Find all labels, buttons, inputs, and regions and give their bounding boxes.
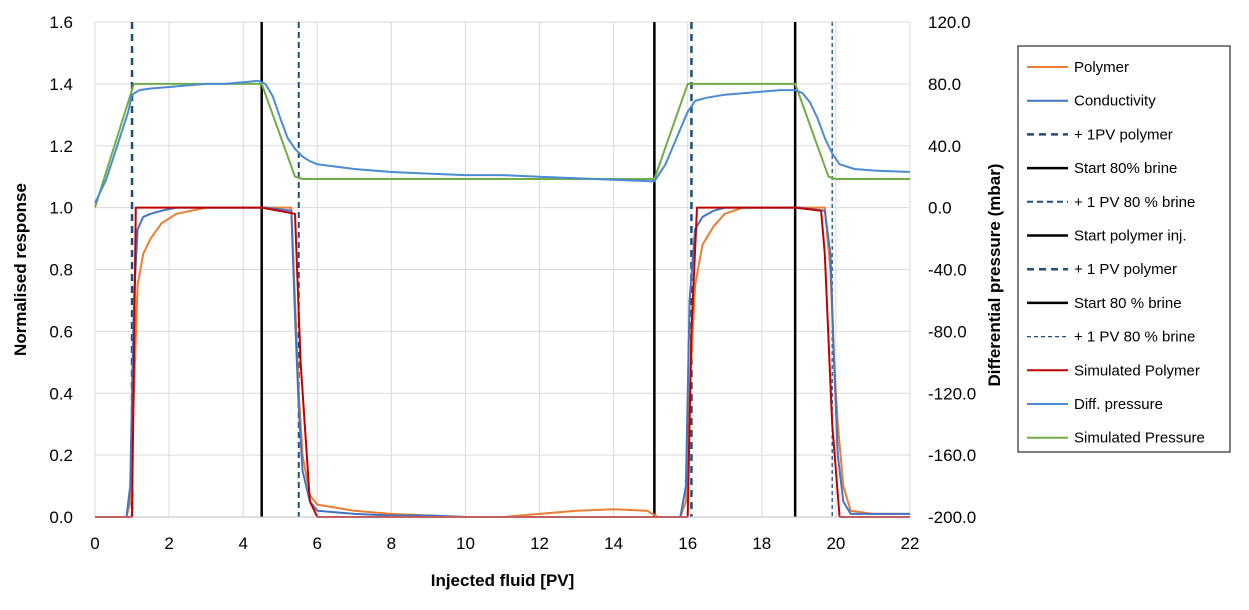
y2-tick-label: 0.0 — [928, 199, 952, 218]
x-tick-label: 22 — [901, 534, 920, 553]
x-tick-label: 12 — [530, 534, 549, 553]
y2-axis-title: Differential pressure (mbar) — [985, 164, 1004, 387]
x-tick-label: 4 — [238, 534, 247, 553]
legend-label: + 1 PV polymer — [1074, 261, 1177, 278]
y-tick-label: 1.2 — [49, 137, 73, 156]
legend-label: Simulated Pressure — [1074, 430, 1205, 447]
x-tick-label: 18 — [752, 534, 771, 553]
legend-label: Simulated Polymer — [1074, 362, 1200, 379]
y-tick-label: 0.0 — [49, 508, 73, 527]
y-tick-label: 1.4 — [49, 75, 73, 94]
y-tick-label: 0.8 — [49, 261, 73, 280]
legend-label: Start 80 % brine — [1074, 295, 1182, 312]
legend-box — [1017, 45, 1231, 453]
y2-tick-label: -160.0 — [928, 446, 976, 465]
legend-label: + 1 PV 80 % brine — [1074, 194, 1195, 211]
y2-tick-label: -40.0 — [928, 261, 967, 280]
tick-labels: 0 2 4 6 8 10 12 14 16 18 20 22 0.0 0.2 0.4 0.6 0.8 1.0 1.2… — [49, 13, 976, 553]
y2-tick-label: 120.0 — [928, 13, 971, 32]
x-tick-label: 14 — [604, 534, 623, 553]
legend-label: Start polymer inj. — [1074, 228, 1187, 245]
y2-tick-label: 40.0 — [928, 137, 961, 156]
x-tick-label: 6 — [313, 534, 322, 553]
y-tick-label: 0.4 — [49, 384, 73, 403]
y-tick-label: 1.6 — [49, 13, 73, 32]
y2-tick-label: -120.0 — [928, 384, 976, 403]
legend-label: + 1 PV 80 % brine — [1074, 329, 1195, 346]
y-tick-label: 0.6 — [49, 322, 73, 341]
y-axis-title: Normalised response — [11, 183, 30, 356]
gridlines — [94, 21, 911, 518]
y2-tick-label: 80.0 — [928, 75, 961, 94]
series-line — [95, 206, 910, 518]
legend-label: Start 80% brine — [1074, 160, 1177, 177]
x-tick-label: 8 — [387, 534, 396, 553]
x-axis-title: Injected fluid [PV] — [431, 571, 575, 590]
x-tick-label: 0 — [90, 534, 99, 553]
y2-tick-label: -80.0 — [928, 322, 967, 341]
legend: Polymer Conductivity + 1PV polymer Start 80… — [1017, 45, 1231, 453]
y2-tick-label: -200.0 — [928, 508, 976, 527]
legend-label: Diff. pressure — [1074, 396, 1163, 413]
series-line — [95, 206, 910, 518]
x-tick-label: 16 — [678, 534, 697, 553]
legend-label: Polymer — [1074, 59, 1129, 76]
x-tick-label: 2 — [164, 534, 173, 553]
y-tick-label: 1.0 — [49, 199, 73, 218]
series-line — [94, 79, 911, 204]
x-tick-label: 10 — [456, 534, 475, 553]
legend-label: + 1PV polymer — [1074, 126, 1173, 143]
y-tick-label: 0.2 — [49, 446, 73, 465]
series-line — [95, 206, 910, 518]
x-tick-label: 20 — [826, 534, 845, 553]
legend-label: Conductivity — [1074, 93, 1156, 110]
